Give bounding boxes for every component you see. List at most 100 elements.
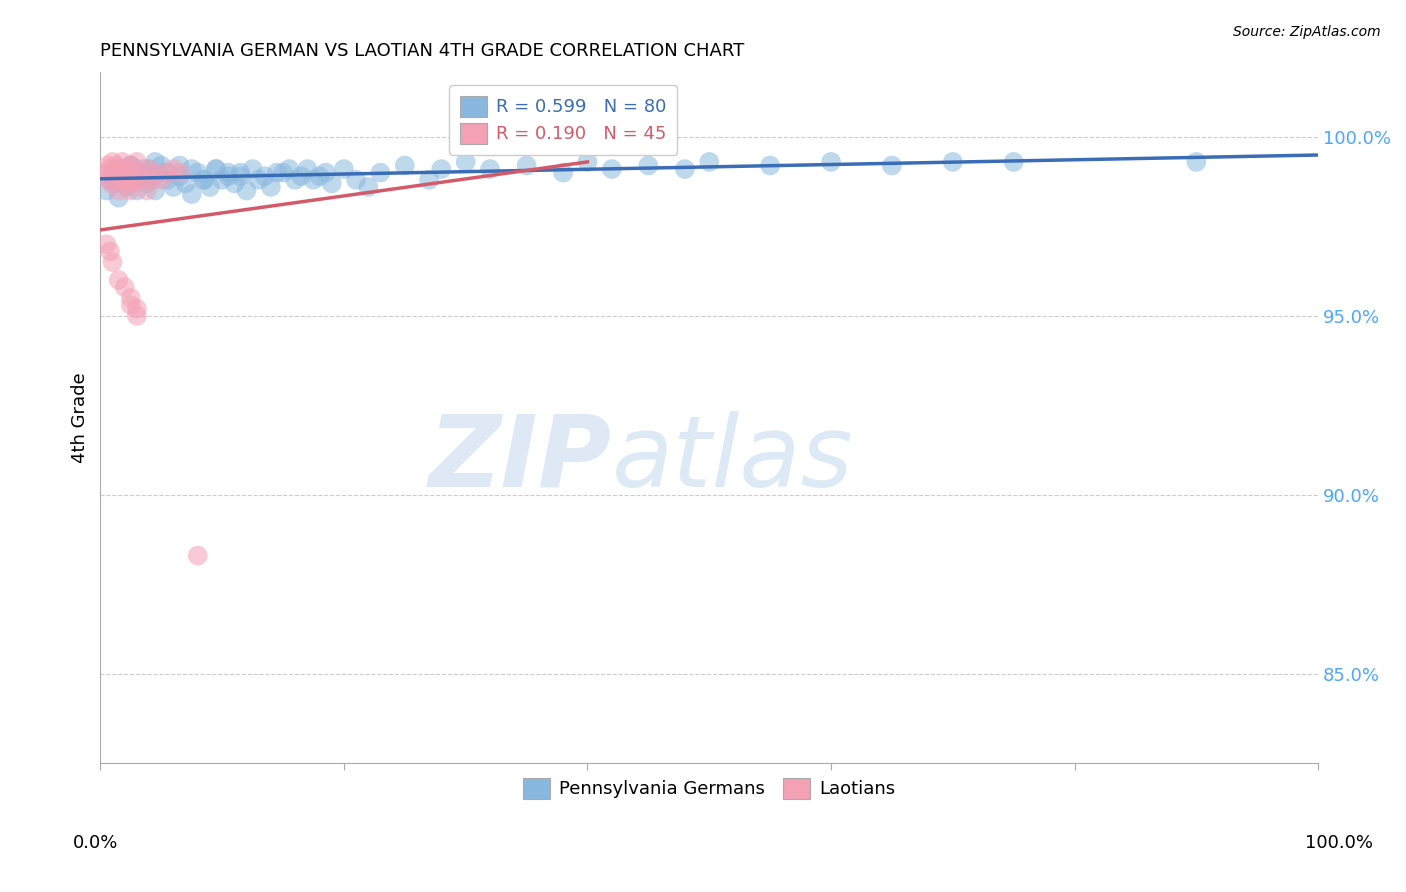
Point [235,184,257,198]
Point [302,173,325,187]
Point [96,184,118,198]
Point [193,173,215,187]
Point [430,162,453,177]
Point [125,301,148,316]
Point [600,162,623,177]
Point [162,162,184,177]
Point [198,180,221,194]
Point [115,162,138,177]
Point [98,162,121,177]
Point [148,166,170,180]
Point [284,173,307,187]
Point [120,159,142,173]
Point [150,173,173,187]
Point [180,187,202,202]
Point [211,173,233,187]
Point [120,298,142,312]
Point [174,177,197,191]
Text: 0.0%: 0.0% [73,834,118,852]
Point [942,155,965,169]
Point [229,169,252,184]
Point [98,244,121,259]
Point [143,184,166,198]
Point [120,159,142,173]
Point [114,280,136,294]
Point [105,166,128,180]
Point [297,162,319,177]
Point [759,159,782,173]
Point [553,166,575,180]
Point [229,166,252,180]
Point [180,162,202,177]
Point [135,177,157,191]
Point [101,155,124,169]
Point [169,166,191,180]
Text: PENNSYLVANIA GERMAN VS LAOTIAN 4TH GRADE CORRELATION CHART: PENNSYLVANIA GERMAN VS LAOTIAN 4TH GRADE… [100,42,745,60]
Point [697,155,720,169]
Point [132,173,155,187]
Point [96,166,118,180]
Point [141,173,163,187]
Point [187,166,209,180]
Text: ZIP: ZIP [429,410,612,508]
Point [120,159,142,173]
Point [637,159,659,173]
Point [107,184,129,198]
Point [105,159,128,173]
Point [143,155,166,169]
Point [125,155,148,169]
Point [357,180,380,194]
Point [321,177,343,191]
Point [104,173,127,187]
Point [454,155,477,169]
Point [96,237,118,252]
Point [108,162,131,177]
Point [101,255,124,269]
Point [121,166,143,180]
Point [107,191,129,205]
Point [271,166,294,180]
Point [266,166,288,180]
Point [128,166,150,180]
Point [101,166,124,180]
Point [193,173,215,187]
Point [122,177,145,191]
Point [370,166,392,180]
Point [224,177,246,191]
Point [104,177,127,191]
Text: atlas: atlas [612,410,853,508]
Point [97,173,120,187]
Point [260,180,283,194]
Point [516,159,538,173]
Point [120,291,142,305]
Point [117,173,139,187]
Point [418,173,440,187]
Point [115,177,138,191]
Point [278,162,301,177]
Point [880,159,903,173]
Point [132,169,155,184]
Point [156,166,179,180]
Point [114,169,136,184]
Point [128,166,150,180]
Point [344,173,367,187]
Point [132,162,155,177]
Point [673,162,696,177]
Point [103,166,125,180]
Point [114,166,136,180]
Point [112,173,135,187]
Point [576,155,599,169]
Point [111,162,134,177]
Point [820,155,842,169]
Point [217,166,239,180]
Text: 100.0%: 100.0% [1305,834,1372,852]
Point [150,159,173,173]
Point [135,184,157,198]
Point [169,169,191,184]
Point [100,177,122,191]
Point [124,173,146,187]
Point [107,273,129,287]
Point [290,169,312,184]
Y-axis label: 4th Grade: 4th Grade [72,373,89,463]
Point [1185,155,1208,169]
